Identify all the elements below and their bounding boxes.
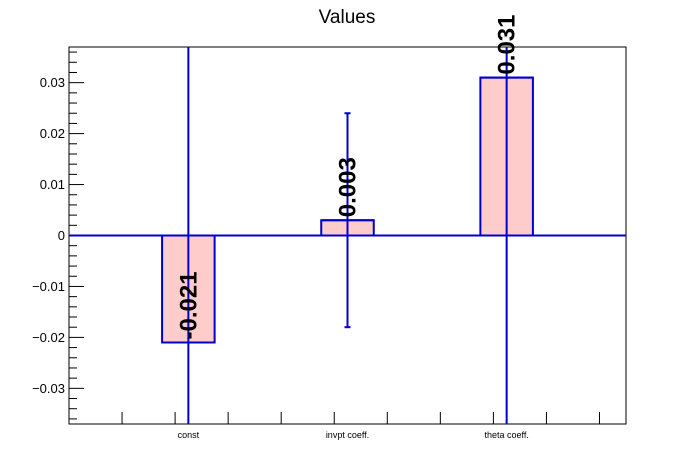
y-tick-label: 0.03 [40, 75, 65, 90]
data-labels: -0.021 0.003 0.031 [175, 15, 520, 340]
y-tick-label: 0 [58, 228, 65, 243]
x-axis: const invpt coeff. theta coeff. [121, 412, 600, 440]
y-axis: −0.03 −0.02 −0.01 0 0.01 0.02 0.03 [32, 51, 84, 420]
y-tick-label: −0.02 [32, 330, 65, 345]
x-category-label: const [178, 430, 200, 440]
data-label: 0.031 [494, 15, 521, 75]
data-label: 0.003 [335, 157, 362, 217]
y-tick-label: −0.03 [32, 381, 65, 396]
x-category-label: theta coeff. [484, 430, 528, 440]
y-tick-label: −0.01 [32, 279, 65, 294]
y-tick-label: 0.02 [40, 126, 65, 141]
chart-title: Values [319, 7, 376, 28]
x-category-label: invpt coeff. [326, 430, 369, 440]
data-label: -0.021 [175, 271, 202, 339]
y-tick-label: 0.01 [40, 177, 65, 192]
error-bars [162, 47, 533, 424]
